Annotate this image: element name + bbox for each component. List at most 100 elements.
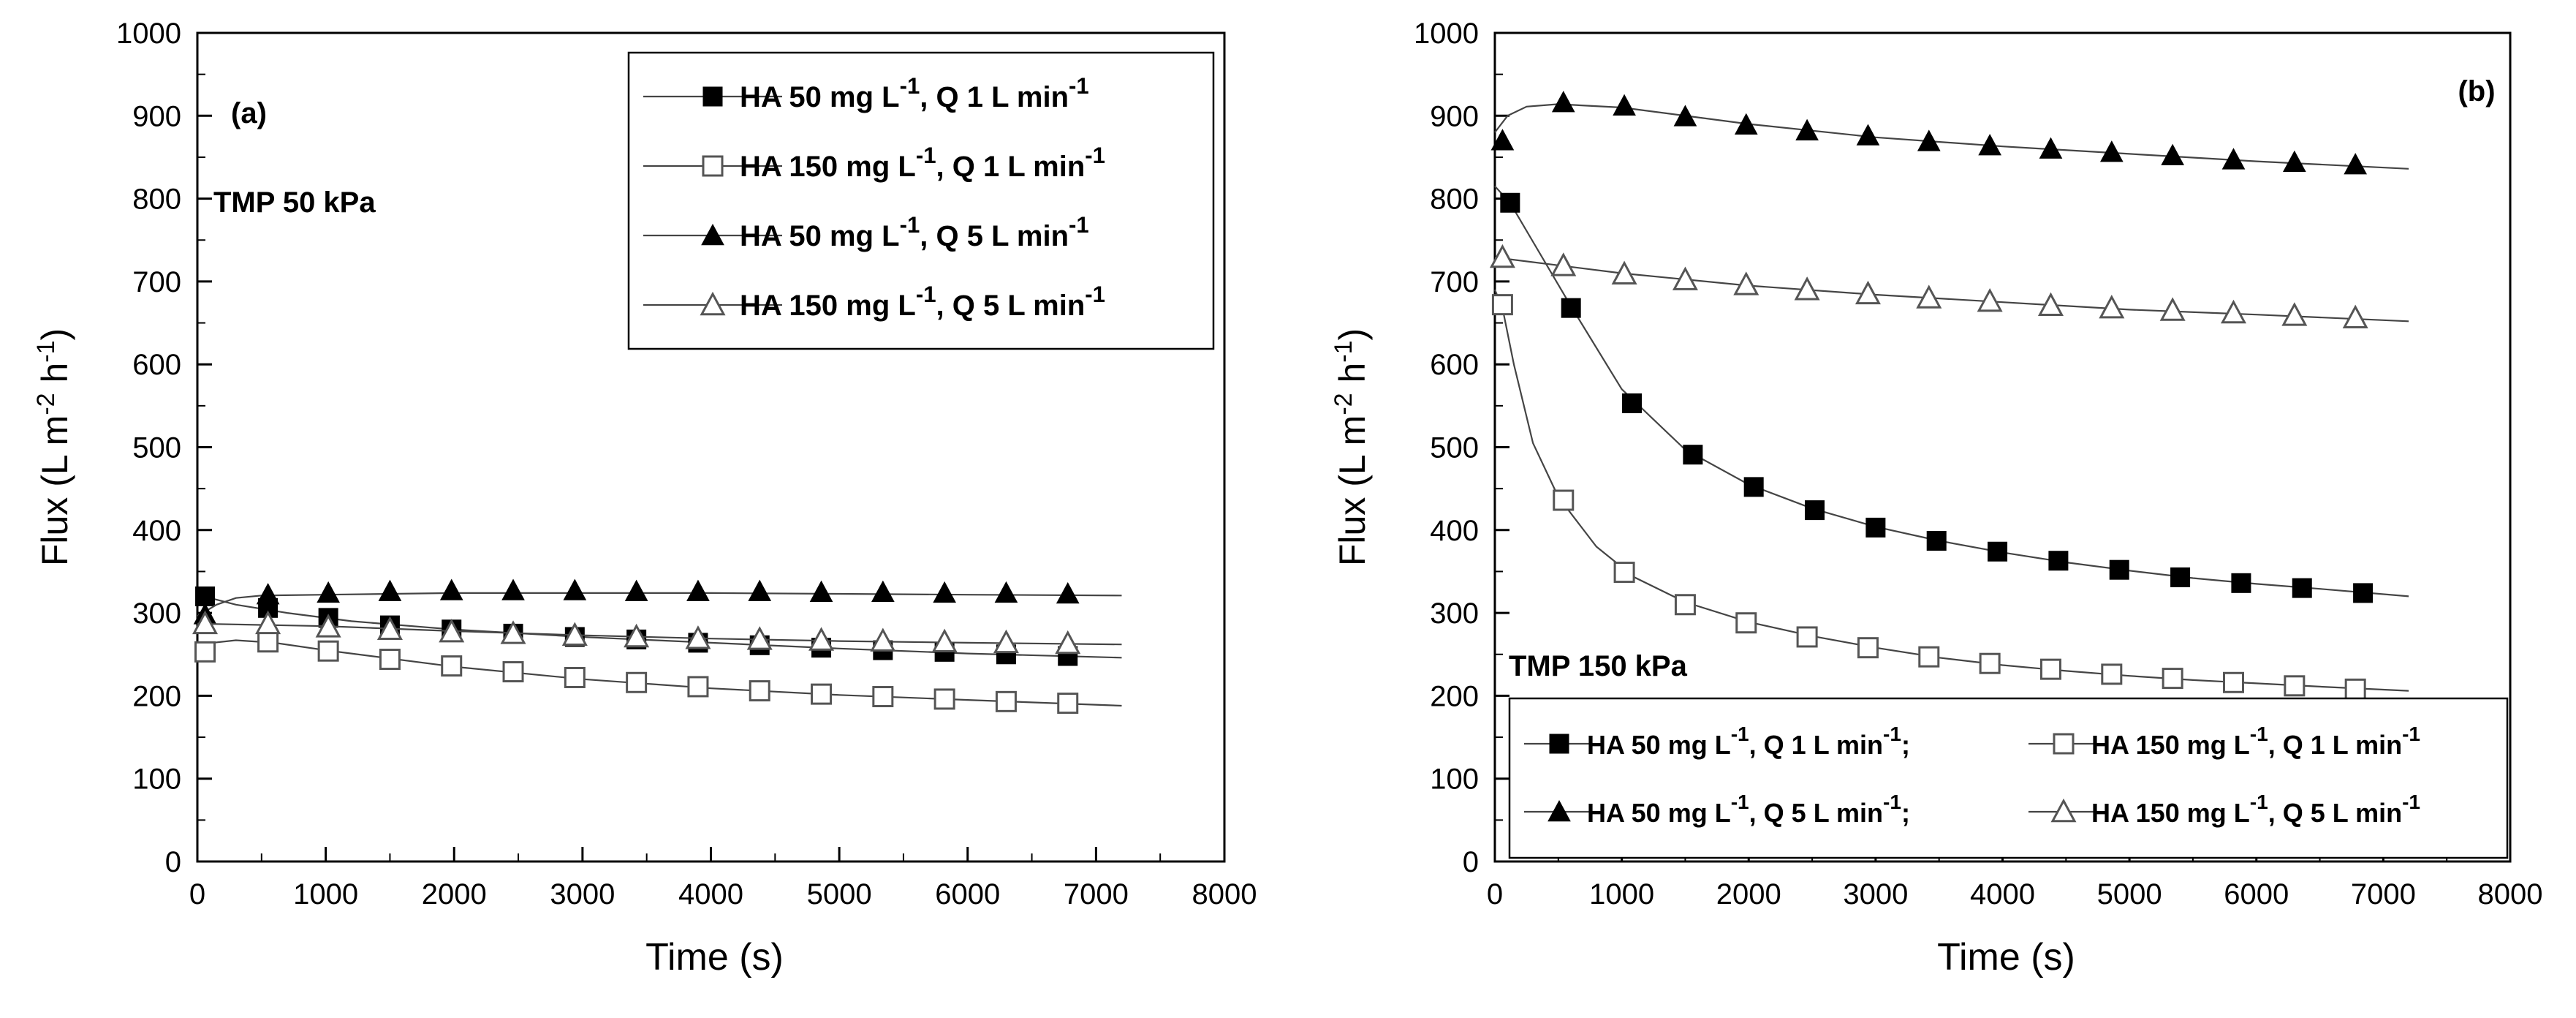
legend: HA 50 mg L-1, Q 1 L min-1; HA 150 mg L-1,…	[1508, 697, 2509, 859]
data-point	[2282, 150, 2306, 172]
y-axis-ticks: 0 100 200 300 400 500 600 700 800 900 1000	[1414, 18, 1509, 878]
data-point	[746, 626, 773, 650]
data-point	[378, 579, 402, 601]
legend-label: HA 150 mg L-1, Q 1 L min-1	[740, 143, 1105, 183]
y-axis-title-text: )	[34, 328, 75, 341]
data-point	[256, 583, 280, 605]
y-axis-title: Flux (L m-2 h-1)	[1330, 328, 1373, 566]
legend-text: , Q 5 L min	[2268, 798, 2402, 828]
legend-superscript: -1	[900, 212, 920, 238]
y-tick-label: 600	[1430, 349, 1479, 381]
legend-box	[627, 51, 1215, 350]
legend-marker	[2050, 798, 2077, 823]
data-point	[379, 649, 401, 671]
data-point	[563, 578, 587, 600]
legend-marker	[702, 86, 723, 107]
legend-text: , Q 5 L min	[1749, 798, 1883, 828]
legend-label: HA 50 mg L-1, Q 5 L min-1;	[1587, 791, 1910, 828]
data-point	[2161, 143, 2184, 165]
data-point	[500, 620, 526, 644]
y-tick-label: 700	[1430, 266, 1479, 298]
data-point	[1979, 652, 2001, 674]
data-point	[870, 627, 896, 652]
y-tick-label: 800	[1430, 184, 1479, 216]
legend-text: , Q 1 L min	[936, 151, 1086, 183]
data-point	[1865, 517, 1886, 538]
y-axis-title-text: Flux (L m	[34, 415, 75, 567]
legend-superscript: -1	[1085, 143, 1105, 168]
legend-text: HA 50 mg L	[1587, 798, 1731, 828]
data-point	[564, 666, 586, 688]
y-tick-label: 0	[1463, 846, 1479, 878]
data-point	[561, 622, 588, 646]
legend-entry: HA 50 mg L-1, Q 1 L min-1;	[1524, 723, 1910, 760]
legend-superscript: -1	[1069, 212, 1089, 238]
x-axis-title: Time (s)	[1937, 936, 2075, 979]
legend-entry: HA 50 mg L-1, Q 1 L min-1	[643, 73, 1089, 113]
data-point	[1611, 260, 1637, 284]
data-point	[441, 655, 463, 677]
legend-label: HA 150 mg L-1, Q 5 L min-1	[2091, 791, 2420, 828]
x-tick-label: 1000	[1589, 878, 1654, 910]
data-point	[1490, 129, 1515, 151]
data-point	[994, 581, 1018, 603]
data-point	[1553, 489, 1575, 511]
data-point	[1743, 477, 1764, 497]
data-point	[439, 619, 465, 643]
y-axis-title-text: Flux (L m	[1332, 415, 1373, 567]
x-tick-label: 8000	[1192, 878, 1257, 910]
data-point	[1613, 94, 1636, 116]
data-point	[993, 629, 1019, 654]
data-point	[1057, 693, 1079, 715]
legend-superscript: -1	[1731, 791, 1749, 813]
x-tick-label: 0	[1487, 878, 1503, 910]
data-point	[626, 671, 648, 693]
series-triangle-filled	[193, 578, 1122, 625]
legend: HA 50 mg L-1, Q 1 L min-1HA 150 mg L-1, …	[627, 51, 1215, 350]
legend-superscript: -1	[1883, 791, 1901, 813]
data-point	[809, 580, 833, 603]
data-point	[2284, 675, 2306, 697]
data-point	[1550, 252, 1577, 276]
data-point	[1735, 612, 1757, 634]
y-axis-title-superscript: -2	[32, 393, 60, 415]
series-fit-line	[1494, 256, 2409, 323]
data-point	[315, 614, 341, 638]
panel-label: (b)	[2458, 75, 2495, 108]
data-point	[687, 676, 709, 698]
x-tick-label: 4000	[678, 878, 743, 910]
series-fit-line	[1493, 289, 2409, 692]
panel-label: (a)	[231, 97, 267, 129]
data-point	[933, 581, 956, 603]
x-tick-label: 5000	[807, 878, 872, 910]
data-point	[1918, 646, 1940, 668]
data-point	[2162, 668, 2183, 690]
legend-superscript: -1	[2250, 791, 2268, 813]
data-point	[2231, 573, 2251, 593]
legend-superscript: -1	[2402, 723, 2420, 745]
legend-text: HA 150 mg L	[2091, 798, 2250, 828]
y-tick-label: 400	[132, 515, 181, 547]
data-point	[2039, 658, 2061, 680]
legend-superscript: -1	[1731, 723, 1749, 745]
data-point	[2099, 140, 2124, 162]
y-tick-label: 600	[132, 349, 181, 381]
legend-text: , Q 5 L min	[936, 290, 1086, 322]
data-point	[2222, 671, 2244, 693]
data-point	[2039, 137, 2063, 159]
data-point	[257, 631, 279, 653]
data-point	[995, 690, 1017, 712]
legend-text: HA 50 mg L	[1587, 730, 1731, 760]
legend-text: HA 50 mg L	[740, 220, 900, 252]
x-tick-label: 8000	[2478, 878, 2543, 910]
y-tick-label: 0	[165, 846, 181, 878]
data-point	[1977, 287, 2003, 312]
legend-superscript: -1	[1085, 282, 1105, 307]
data-point	[2281, 302, 2308, 326]
data-point	[2170, 567, 2191, 587]
y-tick-label: 900	[1430, 100, 1479, 132]
legend-box	[1508, 697, 2509, 859]
series-square-filled	[1494, 185, 2409, 603]
data-point	[1794, 276, 1820, 301]
data-point	[439, 578, 463, 600]
